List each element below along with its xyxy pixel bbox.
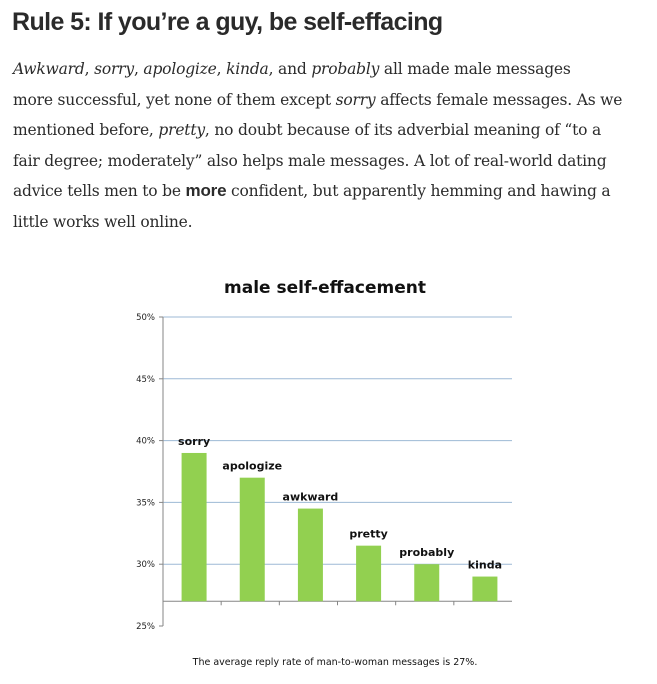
paragraph-line: mentioned before, pretty, no doubt becau… <box>13 115 649 146</box>
y-tick-label: 45% <box>136 375 155 385</box>
bar-label-pretty: pretty <box>349 528 387 541</box>
text-run: , no doubt because of its adverbial mean… <box>204 121 602 139</box>
bar-label-kinda: kinda <box>468 559 502 572</box>
italic-term: kinda <box>226 60 269 78</box>
bar-sorry <box>181 452 207 602</box>
text-run: , <box>84 60 95 78</box>
y-tick-label: 40% <box>136 437 155 447</box>
paragraph-line: advice tells men to be more confident, b… <box>13 176 649 207</box>
y-tick-label: 30% <box>136 560 155 570</box>
text-run: all made male messages <box>379 60 571 78</box>
text-run: fair degree; moderately” also helps male… <box>13 151 607 170</box>
text-run: confident, but apparently hemming and ha… <box>226 182 611 200</box>
bar-chart: 25% 30% 35% 40% 45% 50% sorry apologize awkward p… <box>136 313 512 632</box>
bar-label-probably: probably <box>399 546 454 559</box>
bar-awkward <box>297 508 323 602</box>
italic-term: pretty <box>158 121 205 139</box>
text-run: affects female messages. As we <box>375 90 623 109</box>
bar-probably <box>414 564 440 602</box>
bar-kinda <box>472 576 498 602</box>
chart-title: male self-effacement <box>224 278 426 298</box>
bold-term: more <box>185 181 227 200</box>
text-run: more successful, yet none of them except <box>13 90 336 109</box>
text-run: , <box>133 60 144 78</box>
article-paragraph: Awkward, sorry, apologize, kinda, and pr… <box>13 54 649 237</box>
article-heading: Rule 5: If you’re a guy, be self-effacin… <box>12 8 443 36</box>
text-run: , <box>216 60 227 78</box>
paragraph-line: more successful, yet none of them except… <box>13 85 649 116</box>
italic-term: sorry <box>335 90 376 109</box>
italic-term: Awkward <box>13 60 85 78</box>
y-tick-label: 25% <box>136 622 155 632</box>
paragraph-line: little works well online. <box>13 207 649 238</box>
italic-term: sorry <box>94 60 134 78</box>
bar-label-sorry: sorry <box>178 435 210 448</box>
paragraph-line: Awkward, sorry, apologize, kinda, and pr… <box>13 54 649 85</box>
italic-term: apologize <box>143 60 217 78</box>
bar-label-apologize: apologize <box>222 460 282 473</box>
bar-pretty <box>356 545 382 602</box>
text-run: mentioned before, <box>13 121 159 139</box>
bar-label-awkward: awkward <box>283 491 339 504</box>
italic-term: probably <box>311 60 380 78</box>
y-tick-label: 50% <box>136 313 155 323</box>
text-run: little works well online. <box>13 212 193 231</box>
y-tick-label: 35% <box>136 498 155 508</box>
paragraph-line: fair degree; moderately” also helps male… <box>13 146 649 177</box>
chart-footnote: The average reply rate of man-to-woman m… <box>192 657 478 668</box>
bar-apologize <box>239 477 265 602</box>
text-run: advice tells men to be <box>13 182 186 200</box>
text-run: , and <box>268 60 312 78</box>
